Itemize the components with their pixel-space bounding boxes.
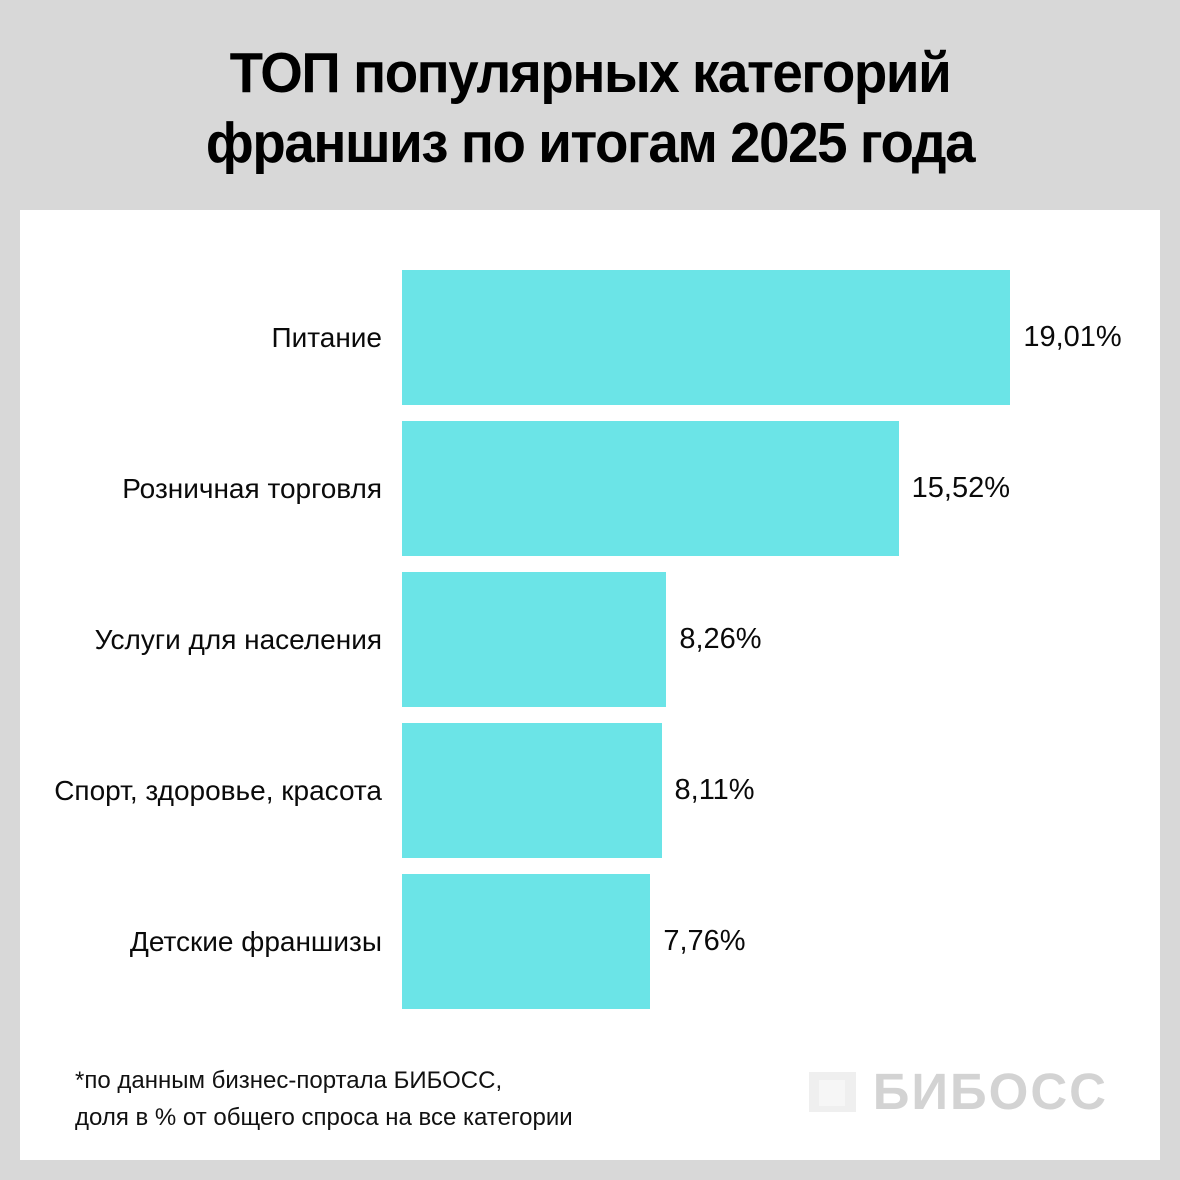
bar-area: 7,76% — [402, 874, 1160, 1009]
biboss-logo-text: БИБОСС — [872, 1063, 1108, 1120]
value-label: 8,11% — [674, 774, 755, 806]
category-label: Услуги для населения — [94, 623, 382, 655]
chart-title: ТОП популярных категорий франшиз по итог… — [24, 38, 1157, 178]
bar — [402, 572, 667, 707]
footnote: *по данным бизнес-портала БИБОСС, доля в… — [75, 1062, 573, 1136]
category-label: Питание — [271, 321, 382, 353]
chart-title-line2: франшиз по итогам 2025 года — [205, 111, 976, 175]
biboss-logo-mark-inner — [818, 1079, 845, 1106]
bar — [402, 874, 651, 1009]
category-label: Розничная торговля — [122, 472, 382, 504]
footnote-line2: доля в % от общего спроса на все категор… — [75, 1104, 573, 1131]
category-label: Детские франшизы — [129, 925, 382, 957]
category-label: Спорт, здоровье, красота — [54, 774, 382, 806]
bar-area: 8,11% — [402, 723, 1160, 858]
bar — [402, 421, 899, 556]
footnote-line1: *по данным бизнес-портала БИБОСС, — [75, 1067, 503, 1094]
bar-row: Детские франшизы 7,76% — [20, 874, 1160, 1009]
chart-title-line1: ТОП популярных категорий — [229, 41, 952, 105]
value-label: 8,26% — [679, 623, 762, 655]
value-label: 15,52% — [911, 472, 1010, 504]
value-label: 7,76% — [663, 925, 746, 957]
bar-area: 19,01% — [402, 270, 1160, 405]
bar-chart: Питание 19,01% Розничная торговля 15,52% Усл… — [20, 270, 1160, 1009]
value-label: 19,01% — [1023, 321, 1122, 353]
bar-row: Розничная торговля 15,52% — [20, 421, 1160, 556]
bar-area: 15,52% — [402, 421, 1160, 556]
bar — [402, 270, 1011, 405]
bar-row: Услуги для населения 8,26% — [20, 572, 1160, 707]
chart-card: Питание 19,01% Розничная торговля 15,52% Усл… — [20, 210, 1160, 1160]
bar-area: 8,26% — [402, 572, 1160, 707]
title-block: ТОП популярных категорий франшиз по итог… — [0, 38, 1180, 178]
biboss-logo-mark-icon — [808, 1071, 856, 1112]
biboss-logo: БИБОСС — [808, 1062, 1108, 1121]
bar-row: Спорт, здоровье, красота 8,11% — [20, 723, 1160, 858]
bar — [402, 723, 662, 858]
bar-row: Питание 19,01% — [20, 270, 1160, 405]
